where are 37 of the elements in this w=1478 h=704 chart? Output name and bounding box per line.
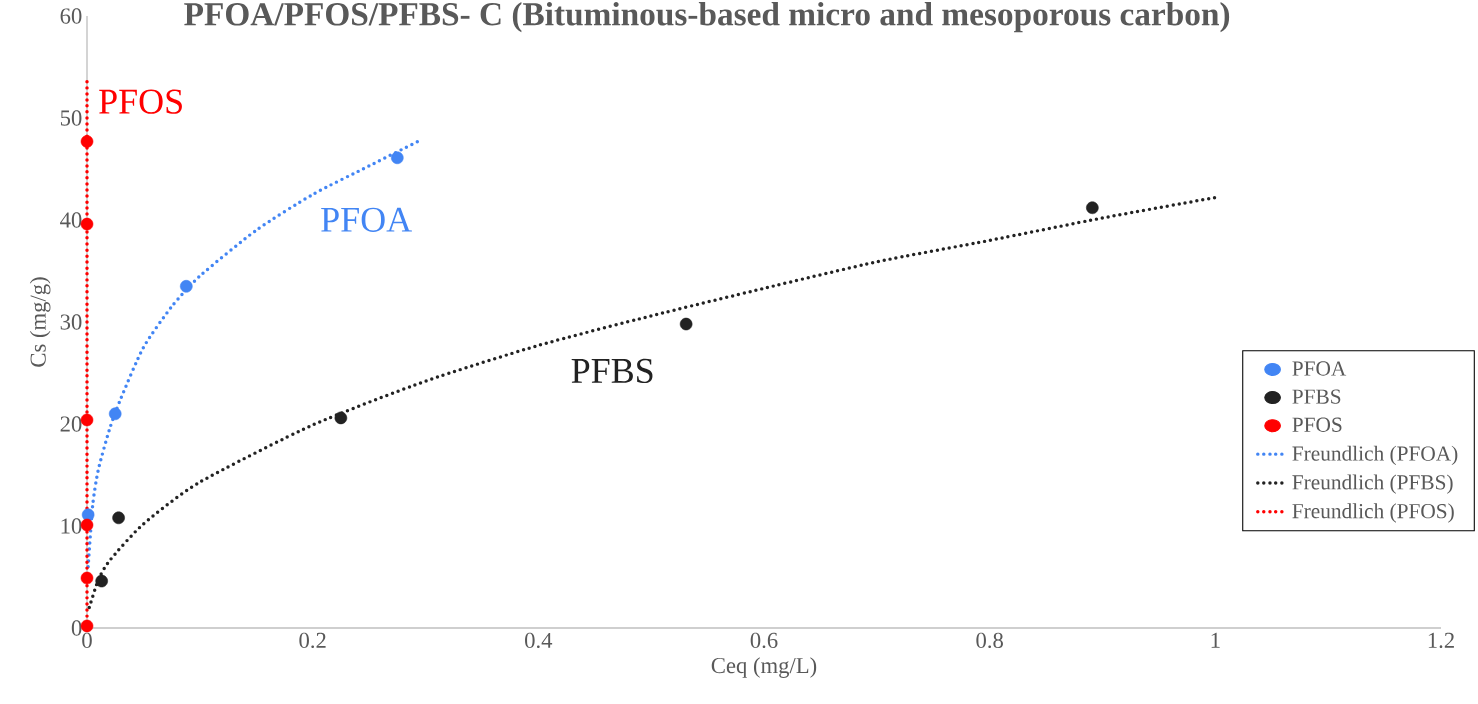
y-tick-label: 10 (61, 518, 82, 534)
legend-label: Freundlich (PFOA) (1292, 445, 1458, 466)
x-tick-label: 0.4 (525, 632, 553, 649)
y-tick-label: 50 (60, 110, 82, 126)
point (679, 317, 693, 331)
legend-label: Freundlich (PFBS) (1292, 474, 1453, 494)
point (391, 151, 404, 165)
legend-label: PFOS (1292, 417, 1342, 432)
point (108, 407, 122, 421)
point (180, 280, 193, 293)
point (112, 511, 125, 525)
y-tick-label: 30 (60, 314, 82, 330)
x-tick-label: 0.6 (750, 632, 778, 649)
y-tick-label: 0 (71, 620, 82, 636)
annotation: PFBS (571, 358, 653, 384)
point (334, 411, 348, 425)
line-series (87, 195, 1218, 610)
x-tick-label: 0.8 (976, 632, 1003, 649)
annotation: PFOS (99, 89, 182, 114)
chart-title: PFOA/PFOS/PFBS- C (Bituminous-based micro and mesoporous carbon) (184, 2, 1230, 33)
point (1086, 201, 1099, 215)
y-tick-label: 20 (60, 416, 82, 432)
line-series (86, 138, 422, 569)
point (95, 574, 108, 588)
x-tick-label: 1 (1211, 632, 1220, 648)
x-tick-label: 1.2 (1428, 632, 1454, 649)
x-axis-title: Ceq (mg/L) (711, 657, 817, 678)
annotation: PFOA (321, 207, 412, 232)
y-axis-title: Cs (mg/g) (29, 277, 51, 367)
point (80, 135, 94, 148)
legend-label: PFBS (1292, 389, 1341, 404)
legend-label: Freundlich (PFOS) (1292, 503, 1454, 523)
legend-label: PFOA (1292, 361, 1347, 376)
point (80, 571, 94, 585)
y-tick-label: 40 (60, 212, 82, 228)
y-tick-label: 60 (60, 8, 82, 24)
x-tick-label: 0.2 (299, 632, 326, 649)
